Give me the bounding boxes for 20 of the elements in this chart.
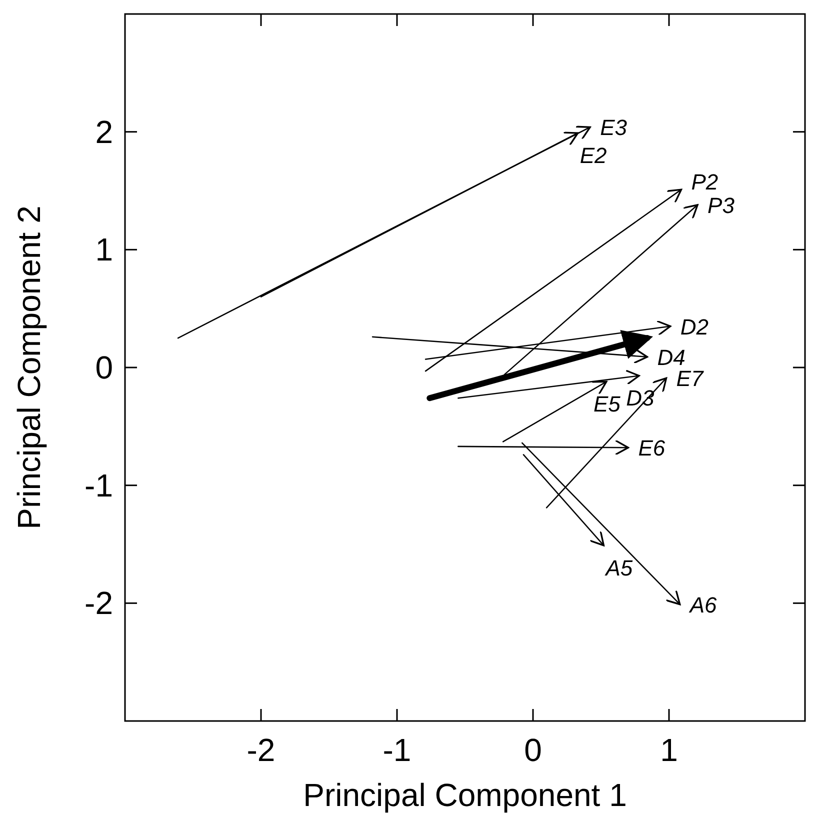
x-tick-label: 0 bbox=[524, 732, 542, 768]
series-label: P3 bbox=[708, 192, 736, 218]
series-label: E3 bbox=[600, 115, 628, 140]
y-tick-label: 2 bbox=[95, 114, 113, 150]
y-tick-label: 1 bbox=[95, 232, 113, 268]
series-label: D2 bbox=[680, 314, 708, 340]
x-tick-label: -1 bbox=[382, 732, 412, 768]
y-axis-title: Principal Component 2 bbox=[11, 206, 47, 530]
series-label: P2 bbox=[691, 170, 718, 195]
x-axis-title: Principal Component 1 bbox=[303, 777, 627, 813]
series-label: E6 bbox=[638, 436, 666, 461]
x-tick-label: -2 bbox=[246, 732, 276, 768]
series-label: A5 bbox=[604, 555, 634, 580]
series-label: E5 bbox=[593, 392, 622, 417]
x-tick-label: 1 bbox=[660, 732, 678, 768]
y-tick-label: -2 bbox=[84, 585, 113, 622]
series-label: A6 bbox=[688, 592, 718, 618]
y-tick-label: -1 bbox=[84, 467, 113, 504]
y-tick-label: 0 bbox=[95, 350, 113, 386]
series-label: E2 bbox=[580, 143, 607, 168]
